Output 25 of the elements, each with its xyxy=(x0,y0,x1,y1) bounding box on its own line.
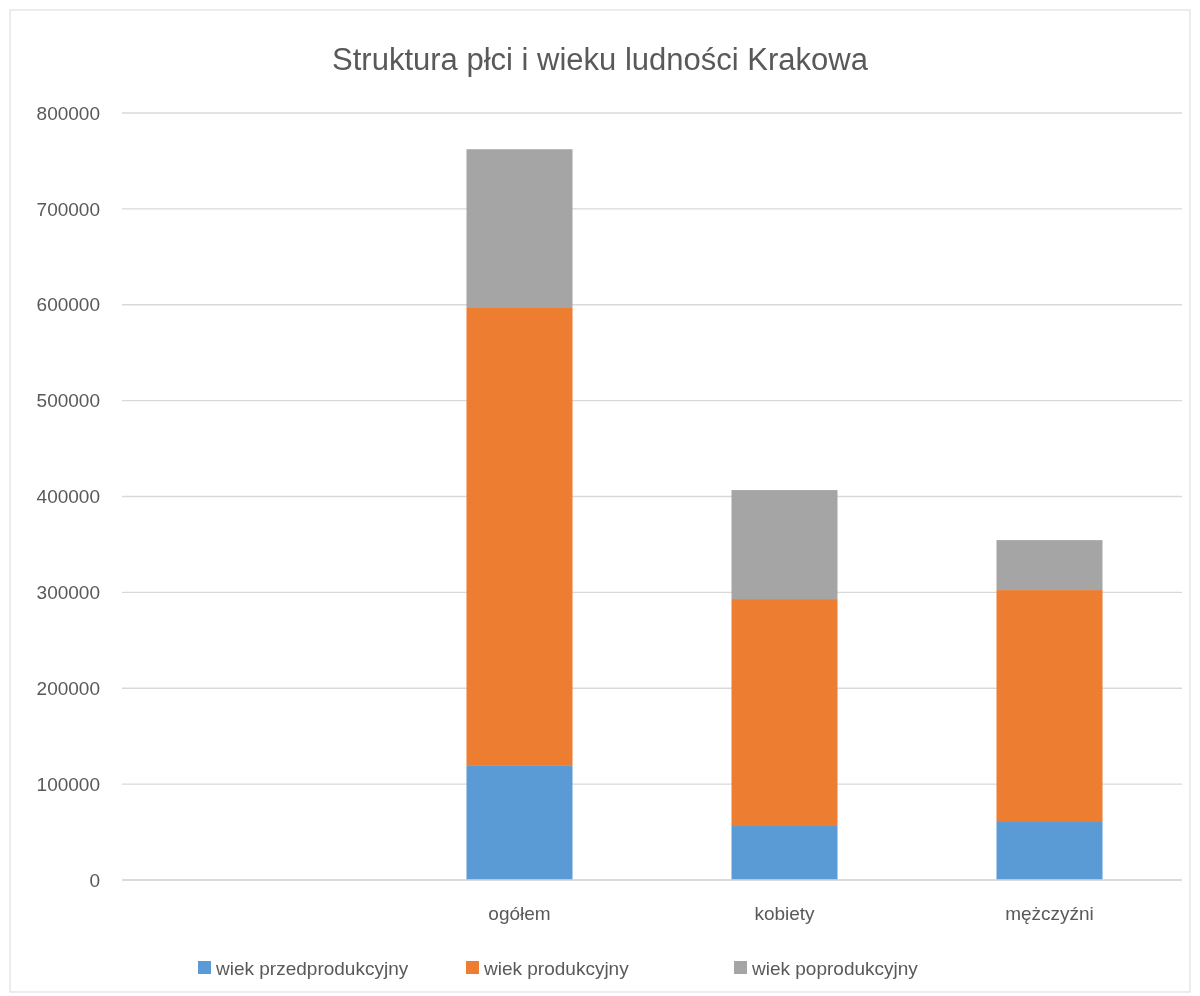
legend-label: wiek przedprodukcyjny xyxy=(215,957,409,979)
y-tick-label: 0 xyxy=(89,869,100,891)
bar xyxy=(731,826,838,880)
y-tick-label: 600000 xyxy=(36,294,100,316)
bar xyxy=(996,590,1103,822)
legend-label: wiek produkcyjny xyxy=(483,957,630,979)
y-tick-label: 200000 xyxy=(36,677,100,699)
x-tick-label: kobiety xyxy=(754,903,816,924)
bar xyxy=(996,822,1103,880)
bar xyxy=(466,765,573,880)
bar xyxy=(731,599,838,827)
legend-label: wiek poprodukcyjny xyxy=(751,957,919,979)
y-tick-label: 400000 xyxy=(36,486,100,508)
y-tick-label: 100000 xyxy=(36,773,100,795)
y-tick-label: 700000 xyxy=(36,198,100,220)
bar xyxy=(996,540,1103,591)
bar xyxy=(466,307,573,766)
y-tick-label: 300000 xyxy=(36,582,100,604)
bar xyxy=(466,149,573,308)
y-tick-label: 800000 xyxy=(36,102,100,124)
x-tick-label: mężczyźni xyxy=(1005,903,1094,924)
y-tick-label: 500000 xyxy=(36,390,100,412)
chart-title: Struktura płci i wieku ludności Krakowa xyxy=(332,42,869,77)
x-tick-label: ogółem xyxy=(488,903,551,924)
bar xyxy=(731,490,838,600)
